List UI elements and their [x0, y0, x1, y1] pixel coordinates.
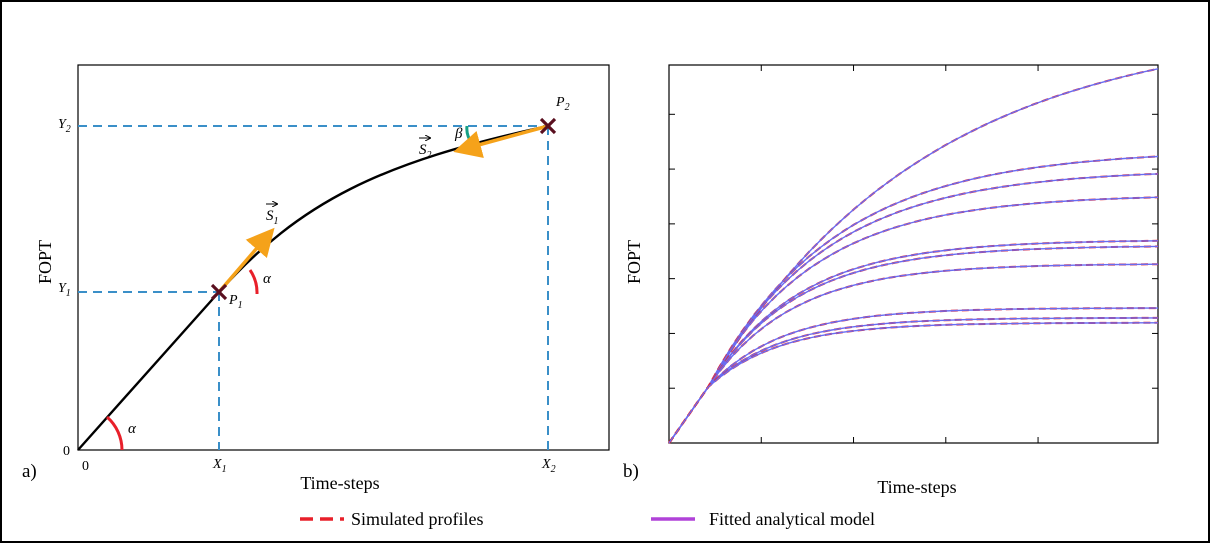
p1-label: P1 [228, 293, 243, 311]
s2-vector-arrow [453, 124, 549, 158]
simulated-profile-line [668, 263, 1159, 444]
fitted-model-line [668, 317, 1158, 444]
fitted-model-line [668, 173, 1159, 444]
alpha-label-origin: α [128, 421, 137, 437]
panel-b-series [668, 67, 1159, 444]
point-p1-marker [210, 283, 228, 301]
legend-simulated-label: Simulated profiles [351, 509, 483, 529]
x2-label: X2 [541, 457, 556, 475]
beta-label: β [454, 126, 463, 142]
x1-label: X1 [212, 457, 227, 475]
s2-label: S2 [419, 142, 432, 161]
s1-label: S1 [266, 208, 279, 227]
alpha-arc-origin [105, 415, 124, 451]
panel-b-axes-box [668, 64, 1159, 444]
panel-a: a) FOPT Time-steps 0 0 X1 X2 Y1 Y2 P1 P2… [22, 64, 610, 493]
legend-fitted-label: Fitted analytical model [709, 509, 875, 529]
origin-y-label: 0 [63, 444, 70, 459]
simulated-profile-line [668, 316, 1158, 444]
panel-a-axes-box [77, 64, 610, 451]
fitted-model-line [668, 196, 1159, 444]
fitted-model-line [668, 68, 1159, 444]
fitted-model-line [668, 322, 1158, 444]
fitted-model-line [668, 307, 1158, 444]
simulated-profile-line [668, 196, 1159, 444]
fitted-model-line [668, 245, 1159, 444]
alpha-label-p1: α [263, 271, 272, 287]
origin-x-label: 0 [82, 459, 89, 474]
beta-arc-p2 [465, 125, 476, 147]
fitted-model-line [668, 155, 1159, 444]
panel-b-ylabel: FOPT [624, 240, 644, 284]
y1-label: Y1 [58, 281, 71, 299]
panel-b-xlabel: Time-steps [877, 477, 956, 497]
point-p2-marker [539, 117, 557, 135]
alpha-arc-p1 [248, 269, 259, 295]
y2-label: Y2 [58, 117, 71, 135]
simulated-profile-line [668, 307, 1158, 444]
fitted-model-line [668, 263, 1159, 444]
panel-b-tag: b) [623, 461, 639, 482]
panel-b-ticks [669, 65, 1158, 443]
s1-vector-arrow [217, 227, 275, 294]
panel-a-xlabel: Time-steps [300, 473, 379, 493]
fitted-model-line [668, 240, 1159, 444]
panel-b: b) FOPT Time-steps [623, 64, 1159, 497]
panel-a-tag: a) [22, 461, 37, 482]
fopt-curve [77, 124, 549, 451]
p2-label: P2 [555, 95, 570, 113]
legend: Simulated profiles Fitted analytical mod… [300, 509, 875, 529]
panel-a-ylabel: FOPT [35, 240, 55, 284]
